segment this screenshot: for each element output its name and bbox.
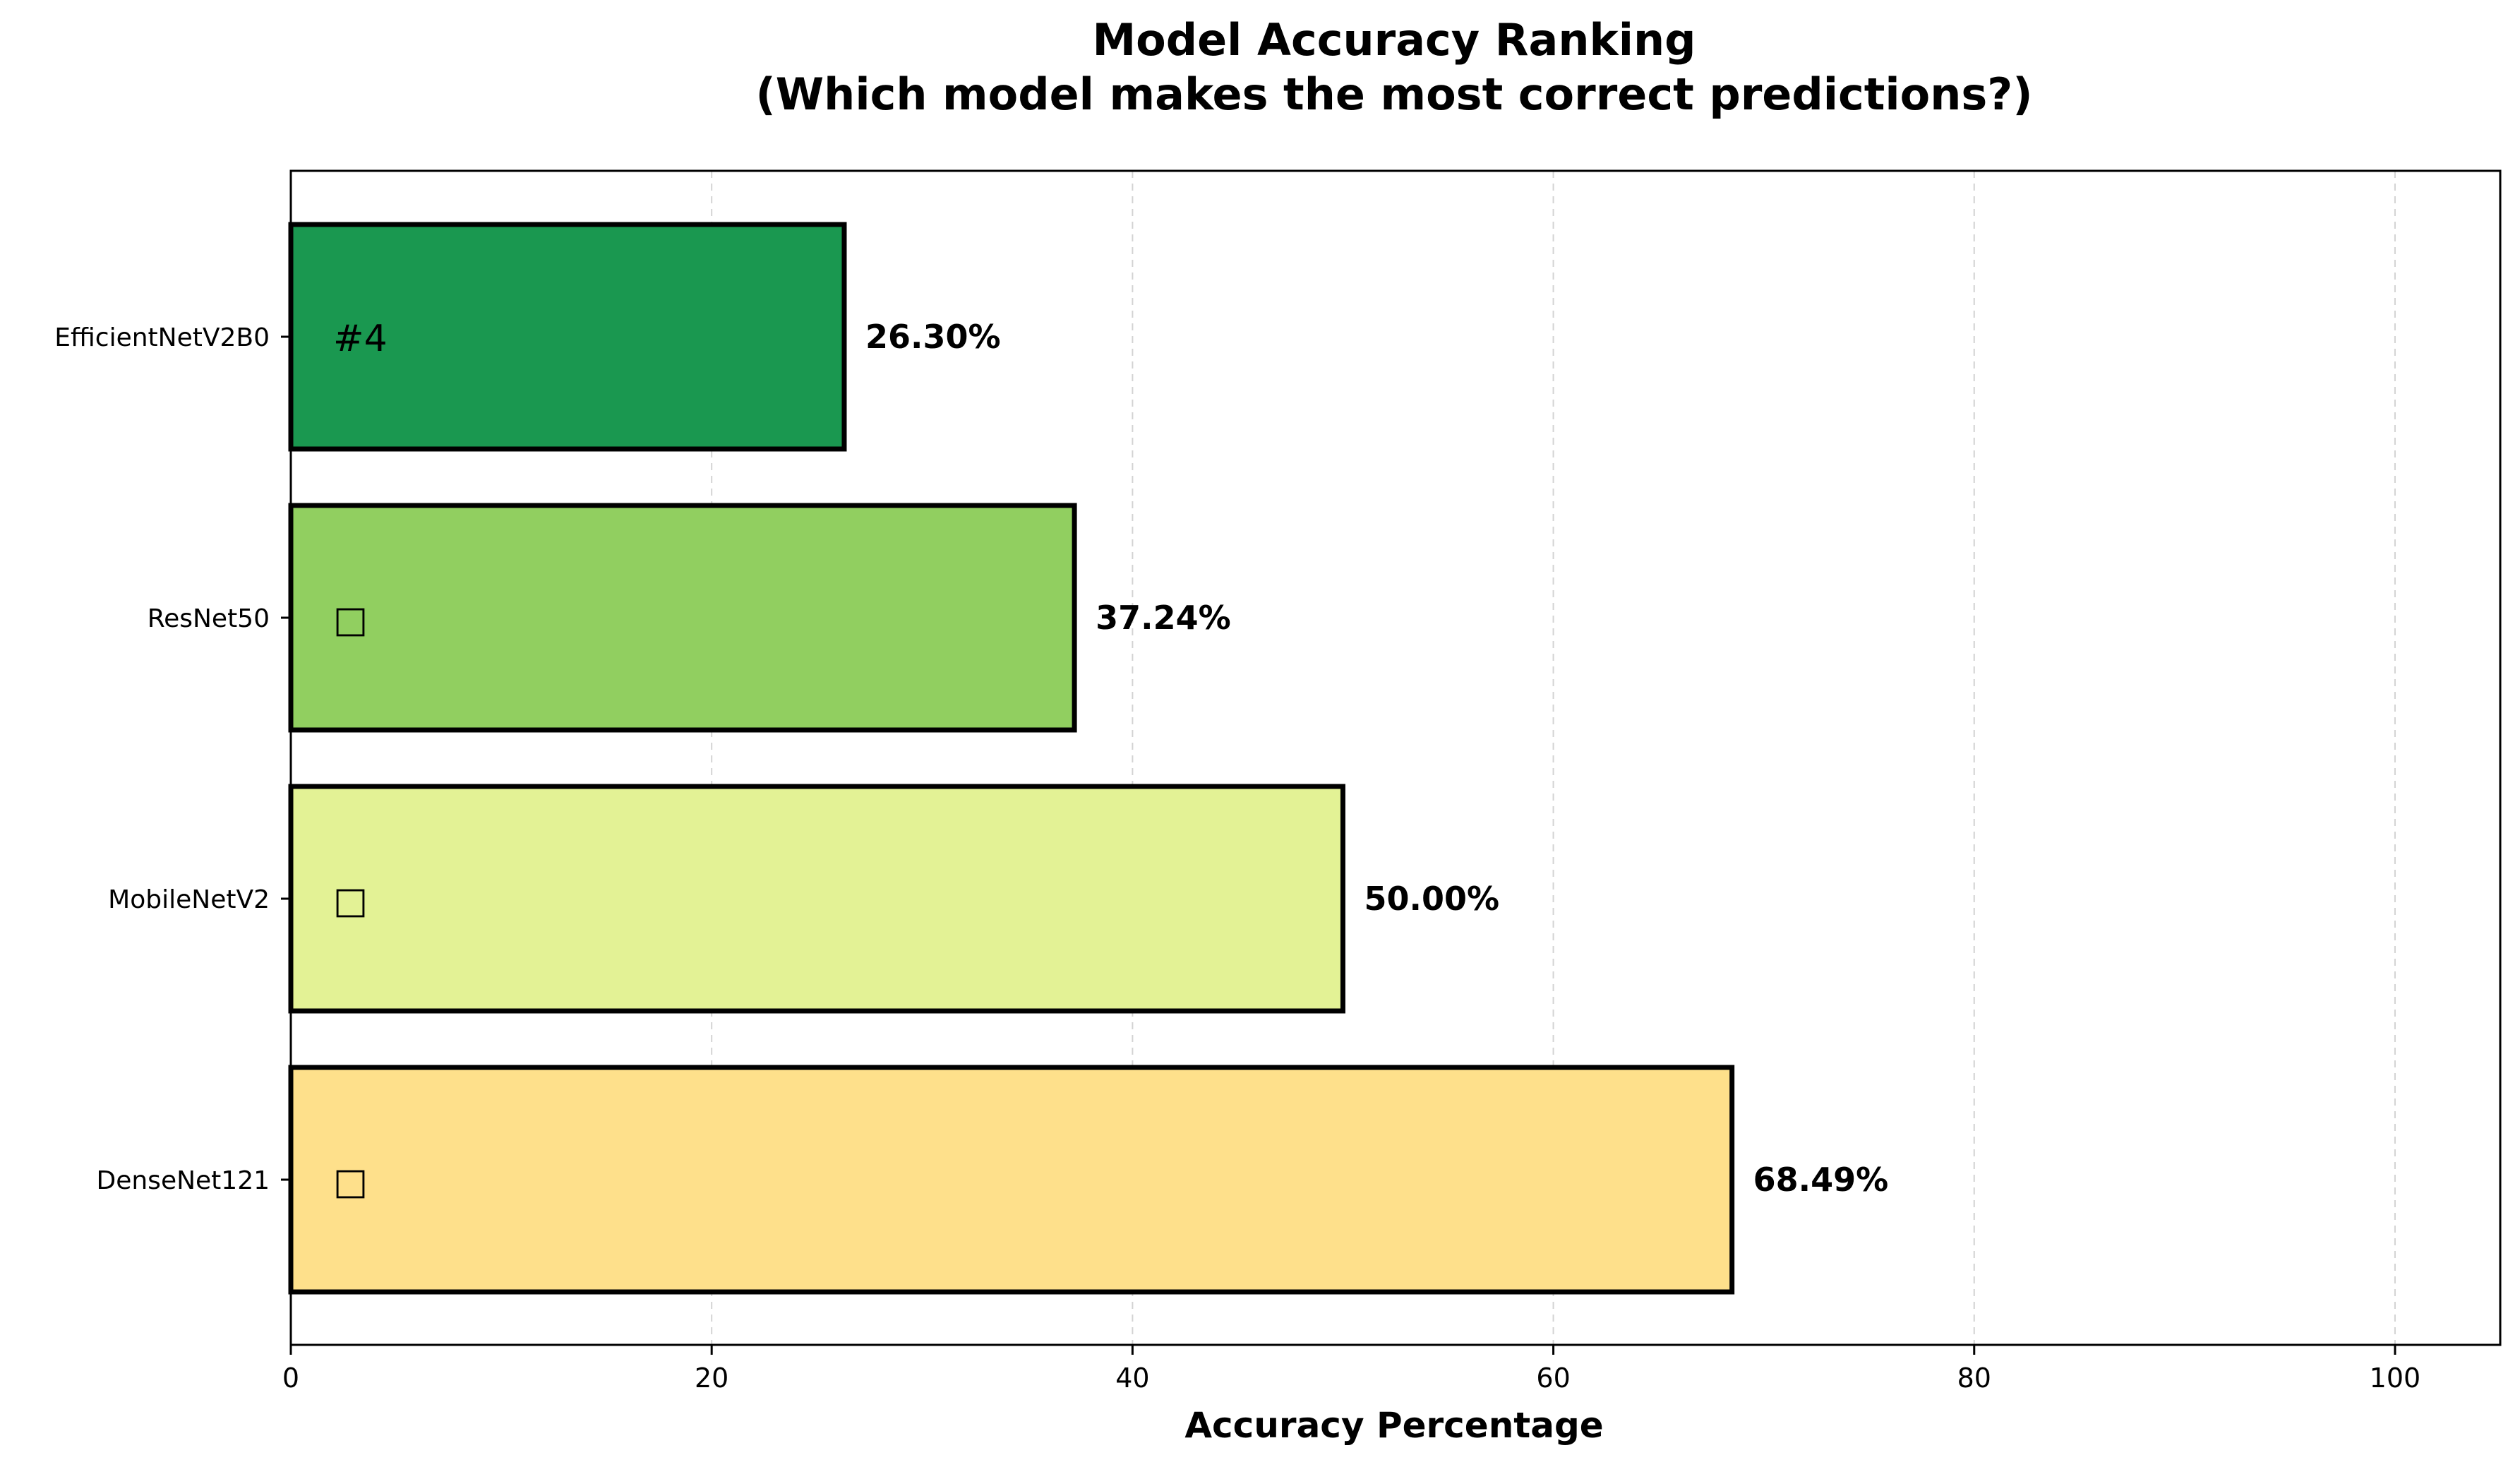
bars [288, 222, 1735, 1295]
x-axis: 0 20 40 60 80 100 [282, 1345, 2420, 1394]
bar-rank-label: □ [333, 880, 368, 922]
bar [288, 1065, 1735, 1295]
bar-rank-label: #4 [333, 318, 388, 360]
y-tick-label: MobileNetV2 [108, 885, 270, 914]
x-tick-label: 0 [282, 1363, 299, 1394]
y-tick-label: DenseNet121 [97, 1166, 270, 1195]
bar-rank-label: □ [333, 1161, 368, 1203]
x-axis-label: Accuracy Percentage [1184, 1405, 1603, 1446]
bar-value-label: 68.49% [1753, 1161, 1889, 1199]
x-tick-label: 80 [1957, 1363, 1991, 1394]
y-tick-label: EfficientNetV2B0 [54, 323, 270, 352]
x-tick-label: 100 [2370, 1363, 2421, 1394]
bar-value-label: 37.24% [1096, 599, 1231, 637]
chart-title-line1: Model Accuracy Ranking [1092, 14, 1696, 66]
bar [288, 222, 847, 452]
plot-frame [289, 169, 2502, 1346]
y-tick-label: ResNet50 [148, 604, 270, 633]
x-tick-label: 40 [1115, 1363, 1149, 1394]
bar-value-label: 50.00% [1364, 880, 1499, 918]
bar [288, 503, 1077, 733]
x-tick-label: 20 [695, 1363, 728, 1394]
x-tick-label: 60 [1536, 1363, 1570, 1394]
bar-labels: 26.30% #4 37.24% □ 50.00% □ 68.49% □ [333, 318, 1888, 1203]
bar [288, 784, 1345, 1014]
bar-value-label: 26.30% [865, 318, 1001, 356]
chart-title-line2: (Which model makes the most correct pred… [755, 68, 2032, 120]
bar-rank-label: □ [333, 599, 368, 641]
y-axis: EfficientNetV2B0 ResNet50 MobileNetV2 Dense… [54, 323, 291, 1195]
